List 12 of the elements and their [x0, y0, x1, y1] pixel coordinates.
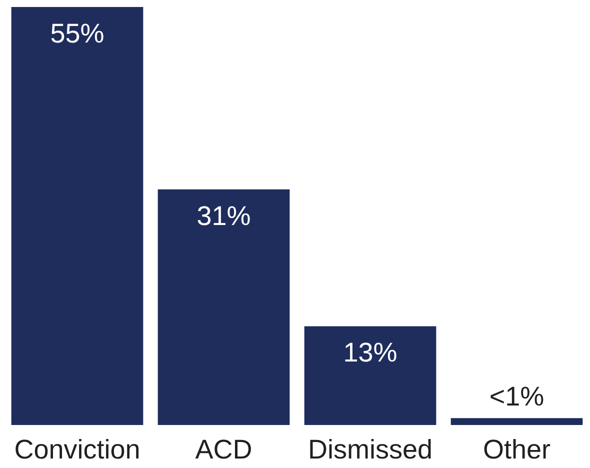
- bar: [11, 7, 144, 425]
- data-label: 55%: [50, 18, 104, 48]
- data-label: 31%: [196, 200, 251, 231]
- data-label: 13%: [343, 338, 398, 368]
- bar: [158, 189, 290, 425]
- bar: [450, 418, 583, 425]
- x-tick-label: ACD: [195, 434, 252, 465]
- x-tick-label: Other: [482, 434, 551, 465]
- x-tick-label: Conviction: [14, 434, 140, 465]
- x-tick-label: Dismissed: [308, 434, 433, 465]
- bar: [304, 326, 436, 425]
- data-label: <1%: [489, 382, 544, 412]
